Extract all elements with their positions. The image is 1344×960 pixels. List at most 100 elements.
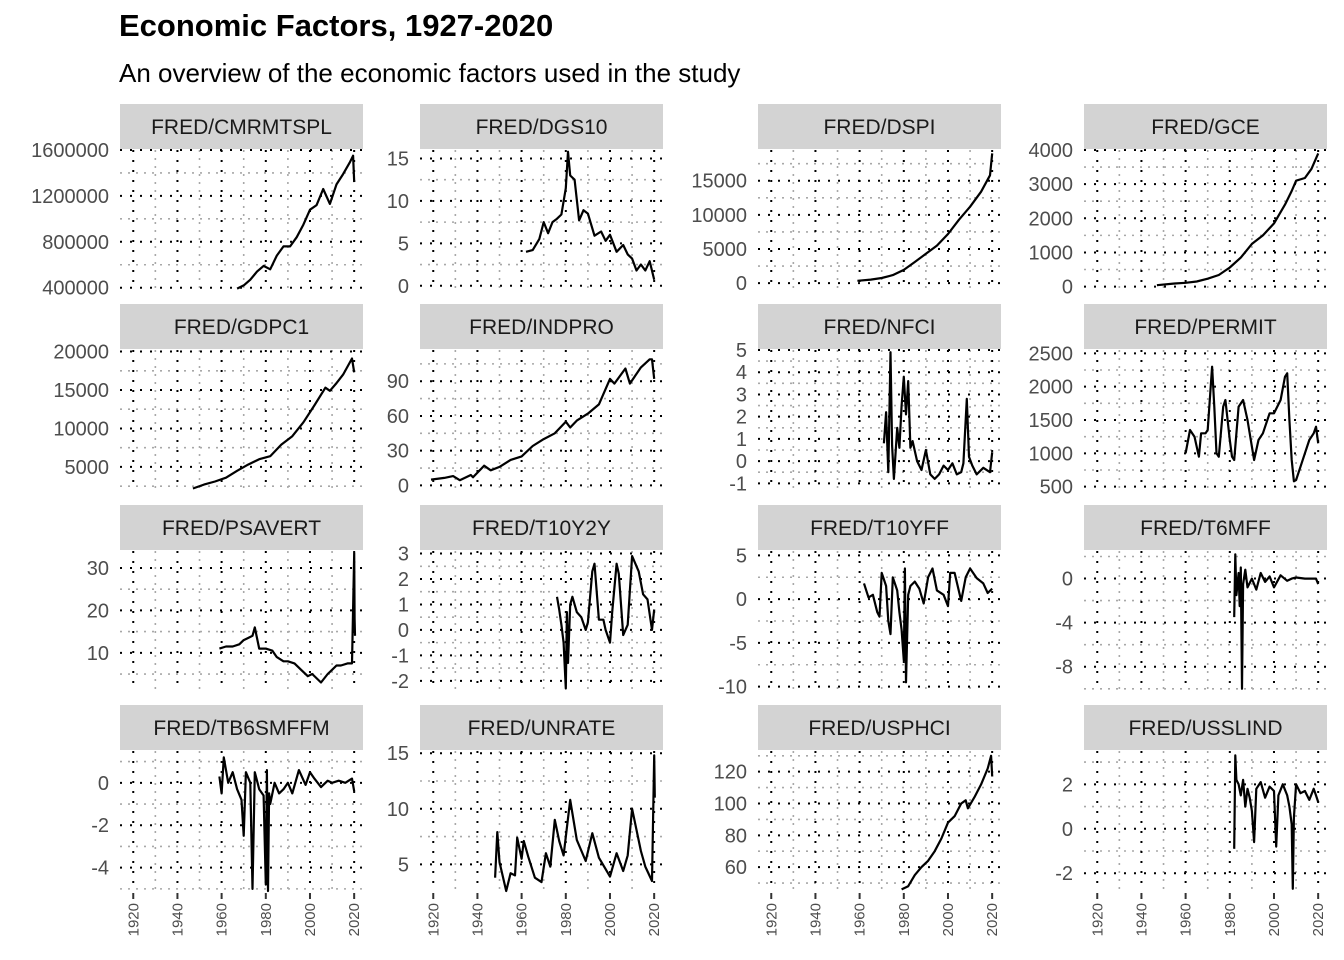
y-tick-label: 3 [736,384,747,406]
y-tick-label: 10 [387,191,409,213]
x-tick-label: 1940 [807,903,824,936]
y-tick-label: 0 [1062,819,1073,841]
x-tick-label: 2020 [646,903,663,936]
y-tick-label: 15000 [691,171,747,193]
series-line [1184,365,1320,483]
facet-strip-label: FRED/USSLIND [1128,717,1282,740]
y-tick-label: 0 [736,451,747,473]
x-tick-label: 2000 [602,903,619,936]
x-tick-label: 1980 [896,903,913,936]
facet-panel: FRED/GDPC1 5000 10000 15000 20000 [53,304,363,490]
y-tick-label: 10 [87,643,109,665]
series-line [494,754,656,893]
y-tick-label: 0 [736,273,747,295]
y-tick-label: 0 [1062,569,1073,591]
x-tick-label: 2000 [1266,903,1283,936]
y-tick-label: 10 [387,799,409,821]
y-tick-label: 400000 [42,278,109,300]
facet-strip-label: FRED/DGS10 [476,116,608,139]
y-tick-label: 2 [398,569,409,591]
y-tick-label: 1200000 [31,186,109,208]
y-tick-label: 5 [398,854,409,876]
series-line [862,567,993,684]
y-tick-label: 15000 [53,380,109,402]
x-tick-label: 1920 [763,903,780,936]
y-tick-label: -4 [1055,613,1073,635]
y-tick-label: -5 [729,633,747,655]
chart-title: Economic Factors, 1927-2020 [119,8,554,43]
y-tick-label: 20000 [53,342,109,364]
facet-strip [1084,304,1327,349]
facet-strip [758,304,1001,349]
facet-strip-label: FRED/NFCI [824,316,936,339]
facet-panel: FRED/UNRATE 5 10 15 [387,705,663,893]
facet-strip-label: FRED/GCE [1151,116,1260,139]
facet-strip [420,304,663,349]
x-tick-label: 2000 [940,903,957,936]
series-line [525,150,656,281]
y-tick-label: 5 [398,233,409,255]
y-tick-label: 2500 [1029,343,1074,365]
y-tick-label: -2 [91,815,109,837]
x-tick-label: 1960 [214,903,231,936]
x-tick-label: 2020 [346,903,363,936]
facet-panel: FRED/GCE 0 1000 2000 3000 4000 [1029,104,1327,299]
y-tick-label: 80 [725,825,747,847]
y-tick-label: 0 [1062,277,1073,299]
x-tick-label: 2000 [302,903,319,936]
series-line [857,153,994,282]
x-tick-label: 1920 [1089,903,1106,936]
x-tick-label: 1940 [469,903,486,936]
x-tick-label: 2020 [984,903,1001,936]
facet-panel: FRED/TB6SMFFM -4 -2 0 [91,705,363,893]
facet-strip-label: FRED/PERMIT [1134,316,1277,339]
facet-strip-label: FRED/UNRATE [468,717,616,740]
y-tick-label: -10 [718,677,747,699]
x-tick-label: 1960 [852,903,869,936]
series-line [1233,754,1320,890]
facet-strip [1084,505,1327,550]
facet-strip [120,705,363,750]
y-tick-label: 1600000 [31,140,109,162]
facet-strip-label: FRED/CMRMTSPL [151,116,332,139]
facet-strip [120,505,363,550]
facet-strip [420,104,663,149]
x-tick-label: 1980 [1222,903,1239,936]
y-tick-label: 0 [398,276,409,298]
y-tick-label: 120 [714,762,747,784]
facet-strip [1084,705,1327,750]
facet-panel: FRED/T10YFF -10 -5 0 5 [718,505,1001,699]
y-tick-label: 30 [87,558,109,580]
facet-panel: FRED/DGS10 0 5 10 15 [387,104,663,298]
y-tick-label: 1 [736,429,747,451]
x-tick-label: 1960 [1178,903,1195,936]
series-line [218,756,356,893]
facet-panel: FRED/PERMIT 500 1000 1500 2000 2500 [1029,304,1327,499]
y-tick-label: 30 [387,441,409,463]
y-tick-label: -1 [391,645,409,667]
y-tick-label: 1500 [1029,410,1074,432]
y-tick-label: 3000 [1029,174,1074,196]
series-line [555,555,656,690]
y-tick-label: 800000 [42,232,109,254]
y-tick-label: 5 [736,340,747,362]
chart-subtitle: An overview of the economic factors used… [119,58,741,88]
series-line [236,154,356,290]
facet-strip-label: FRED/TB6SMFFM [153,717,329,740]
facet-strip-label: FRED/DSPI [823,116,935,139]
series-line [219,552,357,684]
facet-strip-label: FRED/USPHCI [808,717,950,740]
facet-strip-label: FRED/T10Y2Y [472,517,611,540]
facet-strip-label: FRED/PSAVERT [162,517,321,540]
x-tick-label: 2020 [1310,903,1327,936]
x-tick-label: 1960 [514,903,531,936]
x-tick-label: 1940 [1133,903,1150,936]
y-tick-label: 15 [387,148,409,170]
y-tick-label: 5 [736,545,747,567]
y-tick-label: 90 [387,371,409,393]
y-tick-label: 0 [398,475,409,497]
facet-panel: FRED/INDPRO 0 30 60 90 [387,304,663,497]
x-tick-label: 1980 [558,903,575,936]
y-tick-label: 20 [87,600,109,622]
